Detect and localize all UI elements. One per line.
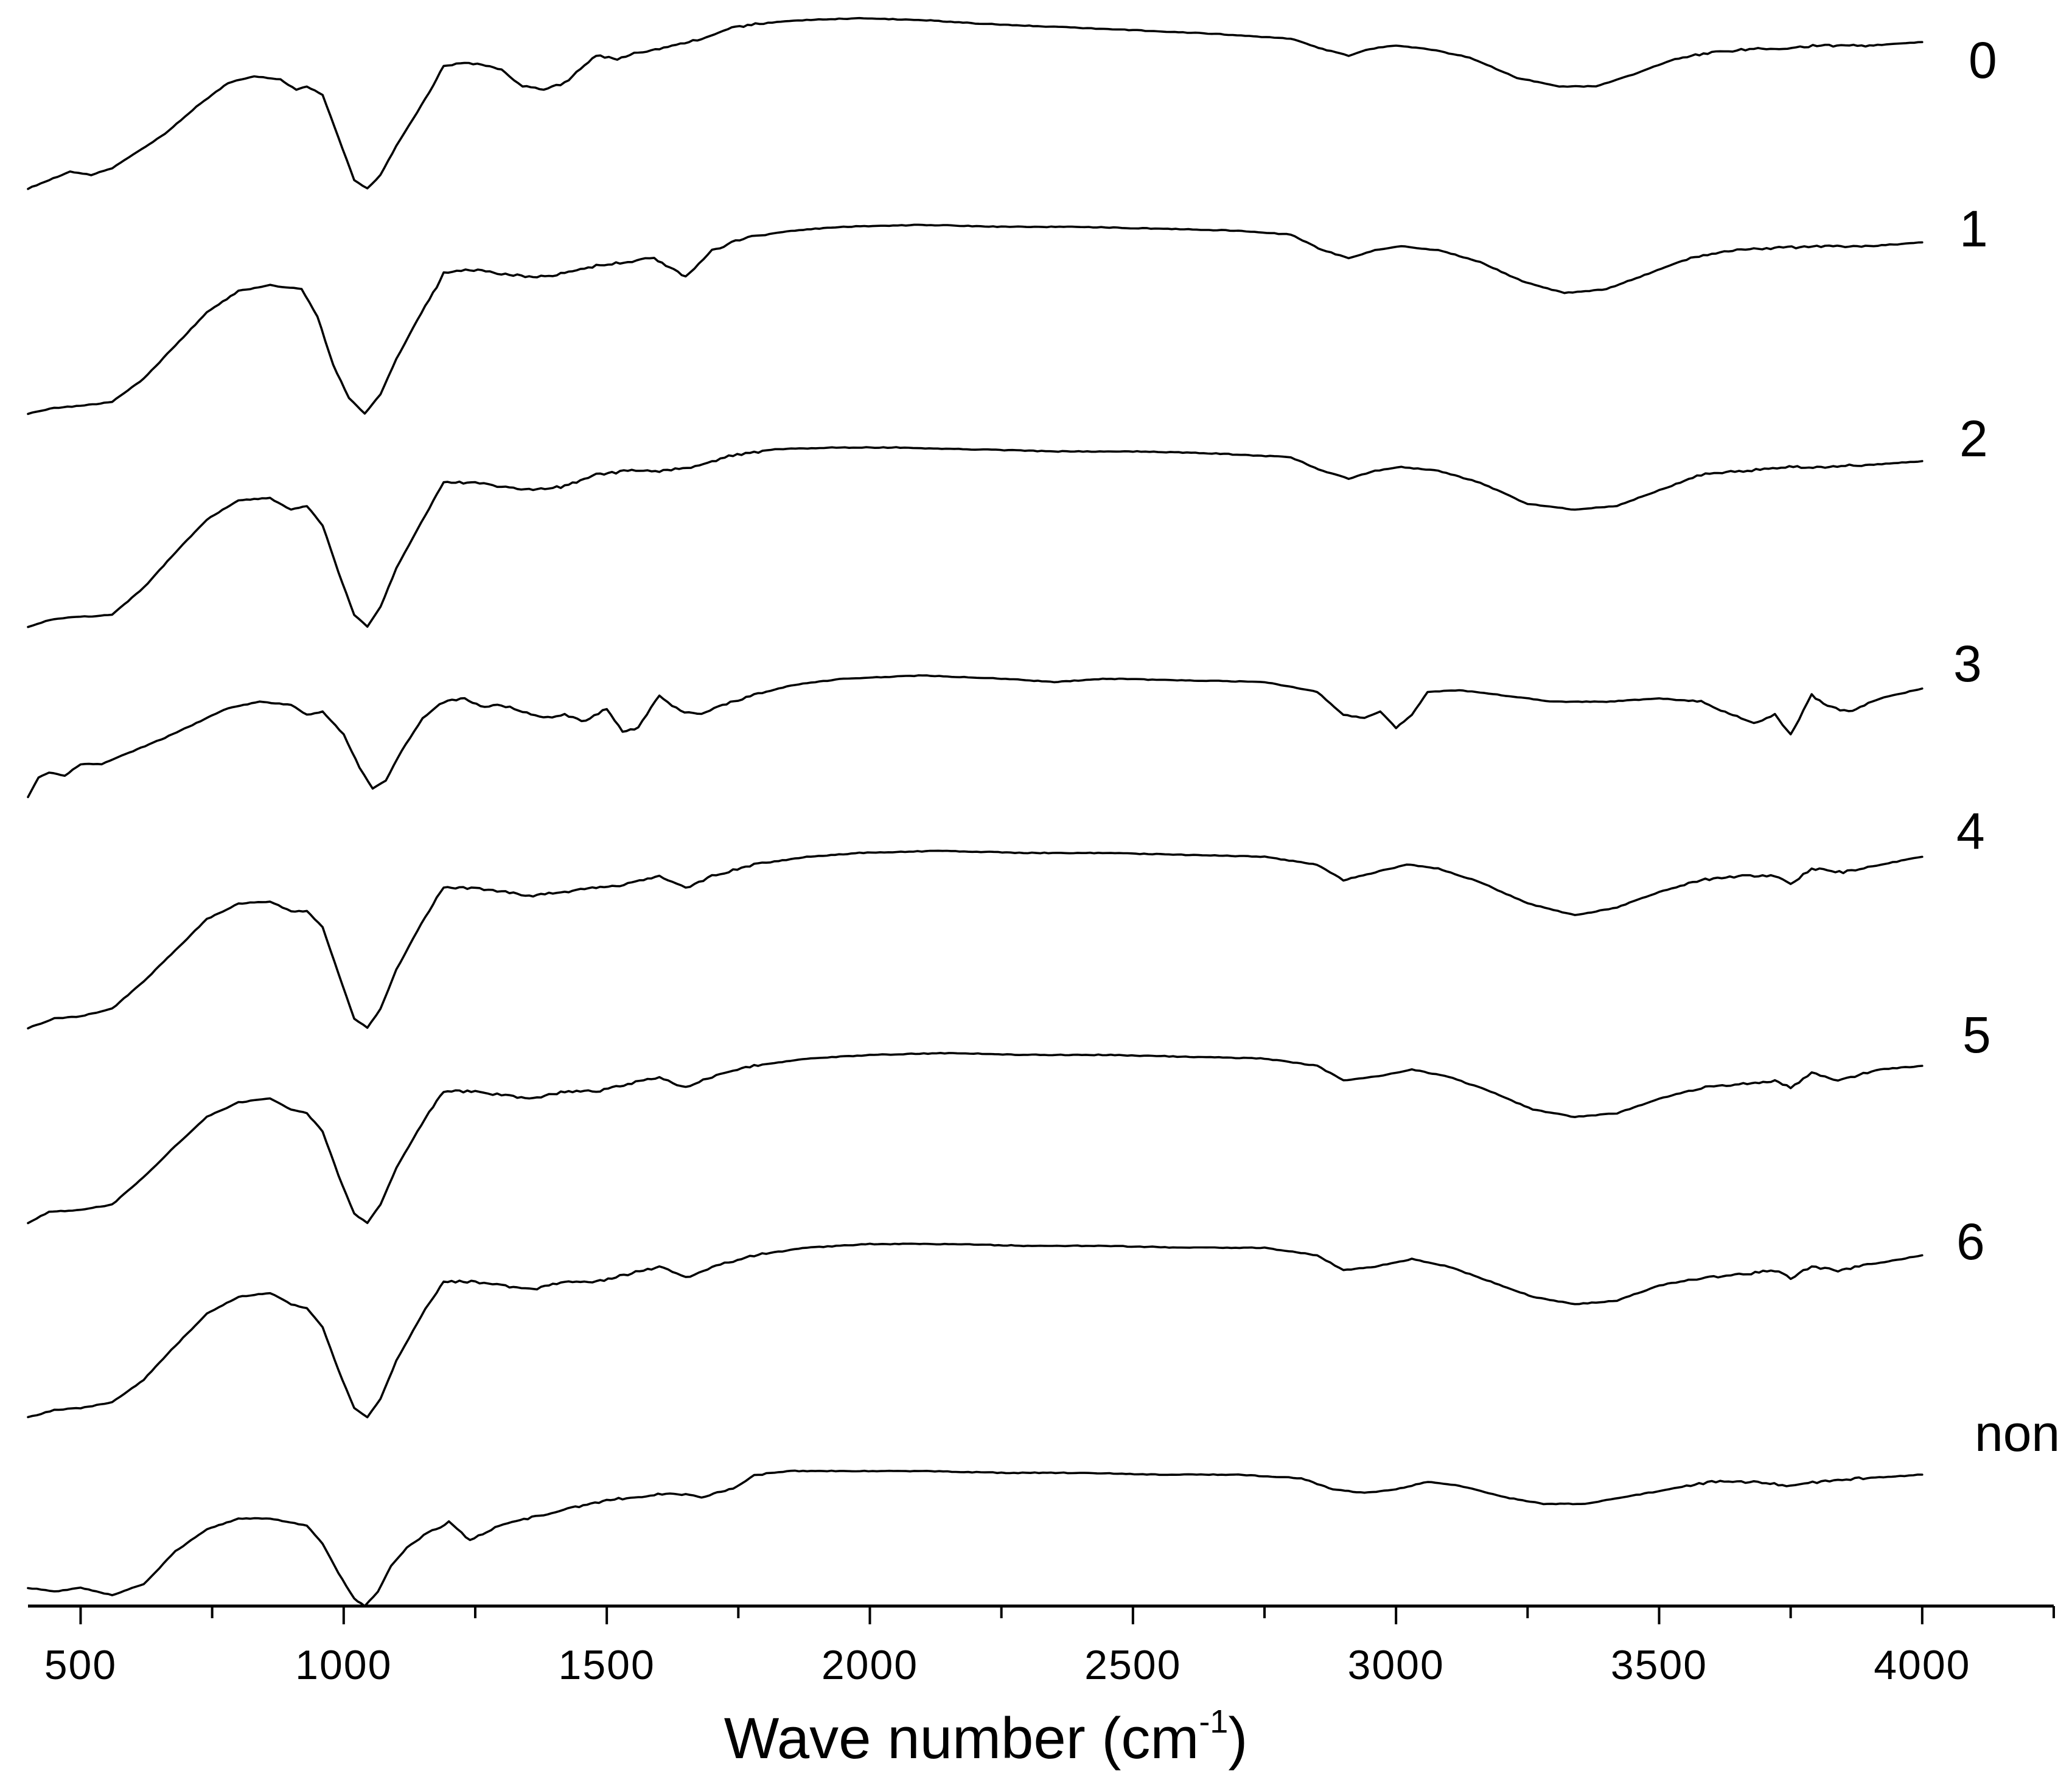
- x-axis-title: Wave number (cm-1): [724, 1703, 1248, 1771]
- x-tick-label-3000: 3000: [1348, 1642, 1445, 1688]
- series-labels: 0 1 2 3 4 5 6 non: [1953, 32, 2060, 1462]
- spectra-group: [27, 16, 1924, 1607]
- x-tick-label-3500: 3500: [1611, 1642, 1707, 1688]
- x-tick-label-1500: 1500: [559, 1642, 655, 1688]
- series-label-2: 2: [1959, 410, 1988, 467]
- spectrum-line-2: [27, 446, 1924, 628]
- x-tick-label-500: 500: [44, 1642, 117, 1688]
- spectrum-line-6: [27, 1242, 1924, 1419]
- x-tick-label-4000: 4000: [1874, 1642, 1970, 1688]
- series-label-1: 1: [1959, 200, 1988, 257]
- spectrum-line-0: [27, 16, 1924, 190]
- x-tick-label-2500: 2500: [1084, 1642, 1181, 1688]
- x-axis-title-close: ): [1228, 1706, 1247, 1771]
- x-ticks: 500 1000 1500 2000 2500 3000 3500 4000: [44, 1606, 2055, 1688]
- spectrum-line-non: [27, 1469, 1924, 1607]
- x-tick-label-2000: 2000: [821, 1642, 918, 1688]
- spectrum-line-5: [27, 1052, 1924, 1225]
- spectrum-line-1: [27, 223, 1924, 416]
- series-label-0: 0: [1969, 32, 1997, 89]
- x-tick-label-1000: 1000: [295, 1642, 392, 1688]
- x-axis-title-superscript: -1: [1199, 1703, 1228, 1740]
- series-label-non: non: [1975, 1405, 2060, 1462]
- series-label-6: 6: [1956, 1213, 1985, 1270]
- series-label-5: 5: [1962, 1006, 1991, 1063]
- series-label-3: 3: [1953, 635, 1982, 692]
- series-label-4: 4: [1956, 802, 1985, 860]
- x-axis-title-text: Wave number (cm: [724, 1706, 1199, 1771]
- spectrum-line-3: [27, 674, 1924, 798]
- spectrum-line-4: [27, 849, 1924, 1030]
